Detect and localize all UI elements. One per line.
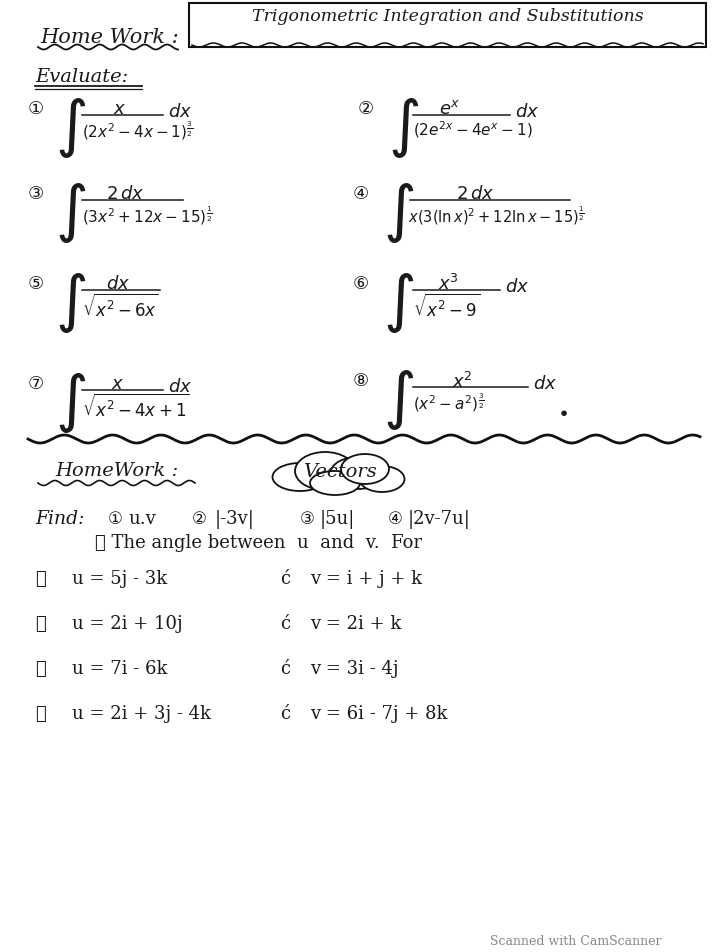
Text: $\int$: $\int$ (383, 367, 414, 431)
Text: Vectors: Vectors (303, 463, 377, 481)
Text: $\int$: $\int$ (383, 181, 414, 245)
Text: $x^2$: $x^2$ (451, 371, 472, 391)
Text: Home Work :: Home Work : (40, 28, 179, 47)
Text: $dx$: $dx$ (533, 374, 557, 392)
Text: ć: ć (280, 704, 290, 723)
FancyBboxPatch shape (189, 4, 706, 48)
Text: ⓐ: ⓐ (35, 569, 46, 587)
Text: u = 2i + 10j: u = 2i + 10j (72, 614, 183, 632)
Text: ⑦: ⑦ (28, 374, 44, 392)
Text: $\int$: $\int$ (55, 96, 86, 160)
Text: v = 3i - 4j: v = 3i - 4j (310, 660, 398, 677)
Text: u = 5j - 3k: u = 5j - 3k (72, 569, 167, 587)
Text: v = i + j + k: v = i + j + k (310, 569, 422, 587)
Text: ②: ② (358, 100, 374, 118)
Text: ①: ① (28, 100, 44, 118)
Text: Trigonometric Integration and Substitutions: Trigonometric Integration and Substituti… (252, 8, 644, 25)
Text: HomeWork :: HomeWork : (55, 462, 179, 480)
Text: v = 2i + k: v = 2i + k (310, 614, 401, 632)
Text: Scanned with CamScanner: Scanned with CamScanner (490, 934, 662, 947)
Text: $2\,dx$: $2\,dx$ (456, 185, 495, 203)
Text: $(x^2-a^2)^{\frac{3}{2}}$: $(x^2-a^2)^{\frac{3}{2}}$ (413, 390, 485, 413)
Text: ⑥: ⑥ (353, 275, 369, 292)
Text: $\bullet$: $\bullet$ (557, 402, 568, 421)
Text: ⑤: ⑤ (28, 275, 44, 292)
Text: $\int$: $\int$ (55, 270, 86, 335)
Text: u = 2i + 3j - 4k: u = 2i + 3j - 4k (72, 704, 211, 723)
Text: v = 6i - 7j + 8k: v = 6i - 7j + 8k (310, 704, 448, 723)
Text: |2v-7u|: |2v-7u| (408, 509, 471, 528)
Text: Find:: Find: (35, 509, 84, 527)
Text: $dx$: $dx$ (505, 278, 529, 296)
Text: ⓑ: ⓑ (35, 614, 46, 632)
Text: ⑤ The angle between  u  and  v.  For: ⑤ The angle between u and v. For (95, 533, 422, 551)
Text: $\sqrt{x^2-4x+1}$: $\sqrt{x^2-4x+1}$ (82, 393, 190, 421)
Text: $dx$: $dx$ (168, 378, 192, 396)
Text: u = 7i - 6k: u = 7i - 6k (72, 660, 168, 677)
Ellipse shape (359, 466, 405, 492)
Text: $dx$: $dx$ (106, 275, 130, 292)
Text: ć: ć (280, 569, 290, 587)
Text: ③: ③ (300, 509, 315, 527)
Text: |5u|: |5u| (320, 509, 356, 528)
Text: ć: ć (280, 614, 290, 632)
Text: ④: ④ (388, 509, 403, 527)
Text: $(3x^2+12x-15)^{\frac{1}{2}}$: $(3x^2+12x-15)^{\frac{1}{2}}$ (82, 204, 213, 227)
Text: $(2e^{2x}-4e^x-1)$: $(2e^{2x}-4e^x-1)$ (413, 119, 533, 140)
Text: $\int$: $\int$ (55, 181, 86, 245)
Text: ④: ④ (353, 185, 369, 203)
Text: $\int$: $\int$ (383, 270, 414, 335)
Text: |-3v|: |-3v| (215, 509, 255, 528)
Text: $x^3$: $x^3$ (438, 274, 459, 294)
Text: $x$: $x$ (113, 100, 127, 118)
Ellipse shape (341, 454, 389, 485)
Text: $2\,dx$: $2\,dx$ (106, 185, 144, 203)
Text: $dx$: $dx$ (168, 103, 192, 121)
Text: $x$: $x$ (112, 374, 125, 392)
Ellipse shape (310, 471, 360, 495)
Ellipse shape (272, 464, 328, 491)
Text: ③: ③ (28, 185, 44, 203)
Text: $\int$: $\int$ (388, 96, 419, 160)
Text: $\int$: $\int$ (55, 370, 86, 434)
Text: ⓓ: ⓓ (35, 704, 46, 723)
Text: Evaluate:: Evaluate: (35, 68, 128, 86)
Text: ⑧: ⑧ (353, 371, 369, 389)
Text: ć: ć (280, 660, 290, 677)
Text: ①: ① (108, 509, 123, 527)
Text: $\sqrt{x^2-6x}$: $\sqrt{x^2-6x}$ (82, 293, 159, 321)
Text: $dx$: $dx$ (515, 103, 539, 121)
Text: ⓒ: ⓒ (35, 660, 46, 677)
Ellipse shape (330, 458, 385, 489)
Text: $e^x$: $e^x$ (439, 100, 461, 118)
Text: $(2x^2-4x-1)^{\frac{3}{2}}$: $(2x^2-4x-1)^{\frac{3}{2}}$ (82, 119, 194, 142)
Text: $\sqrt{x^2-9}$: $\sqrt{x^2-9}$ (413, 293, 480, 321)
Ellipse shape (295, 452, 355, 490)
Text: u.v: u.v (128, 509, 156, 527)
Text: $x(3(\ln x)^2+12\ln x-15)^{\frac{1}{2}}$: $x(3(\ln x)^2+12\ln x-15)^{\frac{1}{2}}$ (408, 204, 585, 227)
Text: ②: ② (192, 509, 207, 527)
